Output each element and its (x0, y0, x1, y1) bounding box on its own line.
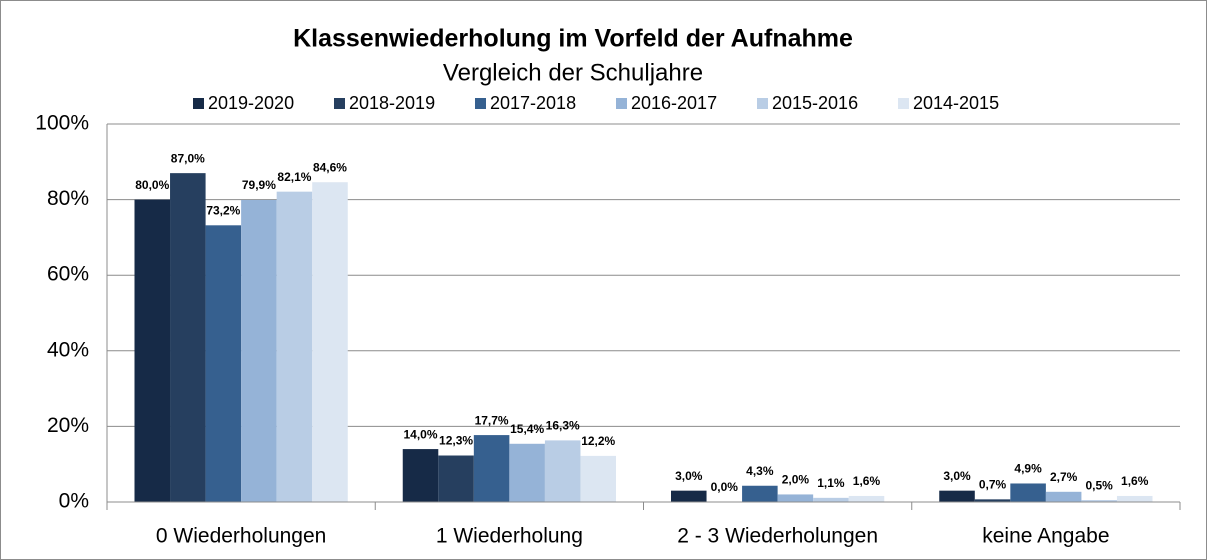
value-label: 12,2% (581, 434, 615, 448)
bar (312, 182, 348, 502)
y-tick-label: 80% (47, 187, 89, 210)
value-label: 0,5% (1086, 478, 1114, 492)
y-tick-label: 60% (47, 263, 89, 286)
bar (241, 199, 277, 502)
bar (580, 455, 617, 502)
x-tick-label: keine Angabe (982, 525, 1109, 548)
bar (777, 494, 814, 502)
value-label: 1,6% (853, 474, 881, 488)
value-label: 1,1% (817, 476, 845, 490)
legend-label: 2018-2019 (349, 93, 435, 113)
value-label: 2,7% (1050, 470, 1078, 484)
chart-title: Klassenwiederholung im Vorfeld der Aufna… (293, 25, 853, 53)
value-label: 3,0% (943, 469, 971, 483)
bar (438, 455, 474, 502)
value-label: 4,3% (746, 464, 774, 478)
legend-label: 2017-2018 (490, 93, 576, 113)
x-tick-label: 2 - 3 Wiederholungen (677, 525, 878, 548)
chart-subtitle: Vergleich der Schuljahre (443, 59, 703, 86)
bar (170, 173, 206, 502)
bar (276, 191, 313, 503)
y-tick-label: 100% (35, 112, 89, 135)
legend-swatch (334, 98, 345, 109)
value-label: 0,0% (711, 480, 739, 494)
value-label: 79,9% (242, 178, 276, 192)
legend-label: 2016-2017 (631, 93, 717, 113)
bar (205, 225, 242, 502)
bar (509, 443, 545, 502)
value-label: 4,9% (1014, 462, 1042, 476)
bar (813, 497, 849, 502)
bar (473, 435, 510, 502)
bar (1045, 491, 1082, 502)
value-label: 80,0% (135, 178, 169, 192)
legend-label: 2014-2015 (913, 93, 999, 113)
x-tick-label: 1 Wiederholung (436, 525, 583, 548)
legend-label: 2015-2016 (772, 93, 858, 113)
bar (742, 485, 778, 502)
value-label: 82,1% (277, 170, 311, 184)
bar (1081, 500, 1117, 502)
value-label: 73,2% (206, 203, 240, 217)
value-label: 87,0% (171, 151, 205, 165)
bar (1116, 495, 1153, 502)
legend-swatch (757, 98, 768, 109)
legend-swatch (616, 98, 627, 109)
value-label: 1,6% (1121, 474, 1149, 488)
y-tick-label: 40% (47, 338, 89, 361)
value-label: 17,7% (475, 413, 509, 427)
legend-swatch (475, 98, 486, 109)
bar (544, 440, 581, 502)
bar (134, 199, 171, 502)
bar (848, 495, 885, 502)
value-label: 15,4% (510, 422, 544, 436)
x-tick-label: 0 Wiederholungen (156, 525, 326, 548)
value-label: 3,0% (675, 469, 703, 483)
bar (1010, 483, 1046, 502)
legend-label: 2019-2020 (208, 93, 294, 113)
value-label: 84,6% (313, 160, 347, 174)
value-label: 2,0% (782, 473, 810, 487)
legend-swatch (193, 98, 204, 109)
value-label: 16,3% (546, 419, 580, 433)
bar (670, 490, 707, 502)
y-tick-label: 20% (47, 414, 89, 437)
value-label: 0,7% (979, 478, 1007, 492)
value-label: 14,0% (404, 427, 438, 441)
bar (974, 499, 1011, 502)
bar (402, 449, 439, 502)
bar (939, 490, 975, 502)
legend-swatch (898, 98, 909, 109)
y-tick-label: 0% (59, 490, 89, 513)
value-label: 12,3% (439, 434, 473, 448)
